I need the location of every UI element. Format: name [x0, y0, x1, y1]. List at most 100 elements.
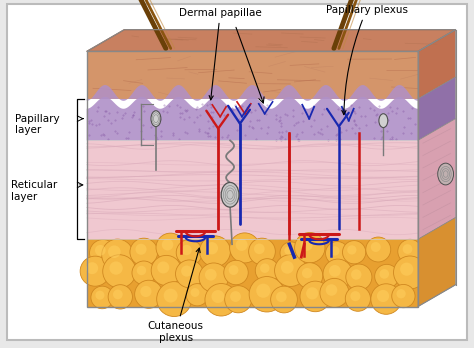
Ellipse shape [151, 111, 161, 127]
Text: Cutaneous
plexus: Cutaneous plexus [148, 248, 204, 343]
Circle shape [306, 287, 319, 300]
Circle shape [164, 288, 178, 302]
Circle shape [103, 255, 136, 288]
Circle shape [392, 284, 415, 308]
Circle shape [326, 284, 337, 296]
Circle shape [249, 277, 284, 312]
Circle shape [162, 239, 173, 251]
Circle shape [276, 292, 287, 302]
Bar [87, 140, 418, 239]
Polygon shape [87, 97, 418, 140]
Circle shape [156, 233, 185, 262]
Circle shape [130, 238, 158, 266]
Circle shape [260, 263, 270, 273]
Circle shape [393, 256, 427, 289]
Circle shape [371, 284, 401, 314]
Circle shape [329, 265, 341, 277]
Circle shape [320, 278, 349, 307]
Circle shape [366, 237, 391, 262]
Polygon shape [418, 218, 456, 307]
Circle shape [224, 260, 248, 285]
Circle shape [175, 260, 203, 288]
Circle shape [137, 266, 146, 275]
Circle shape [301, 239, 313, 251]
Circle shape [398, 239, 422, 264]
Circle shape [86, 262, 98, 274]
Circle shape [135, 280, 163, 308]
Circle shape [182, 245, 192, 255]
Circle shape [230, 291, 241, 302]
Circle shape [157, 282, 191, 317]
Circle shape [108, 285, 132, 309]
Circle shape [230, 233, 260, 263]
Circle shape [254, 244, 264, 254]
Bar [87, 52, 418, 307]
Circle shape [186, 284, 209, 306]
Circle shape [108, 245, 121, 258]
Circle shape [346, 264, 372, 290]
Polygon shape [418, 119, 456, 239]
Circle shape [297, 263, 323, 289]
FancyBboxPatch shape [7, 4, 467, 340]
Circle shape [345, 286, 371, 311]
Circle shape [136, 244, 146, 255]
Circle shape [284, 246, 293, 255]
Circle shape [236, 239, 248, 251]
Bar [87, 239, 418, 307]
Circle shape [249, 238, 275, 265]
Circle shape [274, 255, 306, 286]
Polygon shape [418, 77, 456, 140]
Polygon shape [418, 30, 456, 99]
Circle shape [109, 261, 123, 275]
Circle shape [206, 242, 218, 254]
Text: Dermal papillae: Dermal papillae [179, 8, 262, 100]
Circle shape [323, 259, 353, 288]
Circle shape [176, 240, 202, 266]
Text: Papillary
layer: Papillary layer [15, 114, 59, 135]
Circle shape [205, 284, 237, 316]
Circle shape [255, 259, 279, 282]
Circle shape [80, 256, 110, 286]
Circle shape [132, 261, 155, 285]
Circle shape [374, 264, 399, 288]
Circle shape [295, 232, 325, 263]
Circle shape [191, 288, 200, 297]
Ellipse shape [438, 163, 454, 185]
Circle shape [380, 269, 389, 279]
Circle shape [200, 236, 230, 267]
Circle shape [199, 263, 228, 292]
Circle shape [403, 244, 412, 254]
Bar [87, 52, 418, 99]
Circle shape [302, 268, 312, 278]
Circle shape [256, 284, 270, 298]
Circle shape [181, 266, 192, 277]
Circle shape [95, 291, 104, 300]
Circle shape [351, 269, 362, 280]
Ellipse shape [221, 182, 239, 207]
Circle shape [157, 261, 169, 274]
Circle shape [90, 239, 117, 267]
Circle shape [91, 286, 113, 309]
Circle shape [281, 261, 294, 274]
Circle shape [371, 242, 381, 252]
Circle shape [343, 240, 366, 264]
Circle shape [350, 291, 360, 301]
Circle shape [205, 269, 217, 280]
Circle shape [113, 290, 123, 299]
Circle shape [396, 289, 406, 298]
Circle shape [271, 286, 297, 313]
Circle shape [377, 290, 389, 302]
Circle shape [400, 263, 413, 276]
Circle shape [228, 265, 238, 275]
Polygon shape [87, 85, 418, 101]
Polygon shape [87, 30, 456, 52]
Ellipse shape [379, 114, 388, 128]
Text: Papillary plexus: Papillary plexus [326, 5, 408, 114]
Circle shape [347, 245, 356, 255]
Circle shape [211, 290, 224, 303]
Circle shape [95, 245, 106, 256]
Circle shape [280, 242, 302, 264]
Circle shape [102, 239, 133, 271]
Circle shape [330, 246, 339, 255]
Text: Reticular
layer: Reticular layer [10, 180, 57, 201]
